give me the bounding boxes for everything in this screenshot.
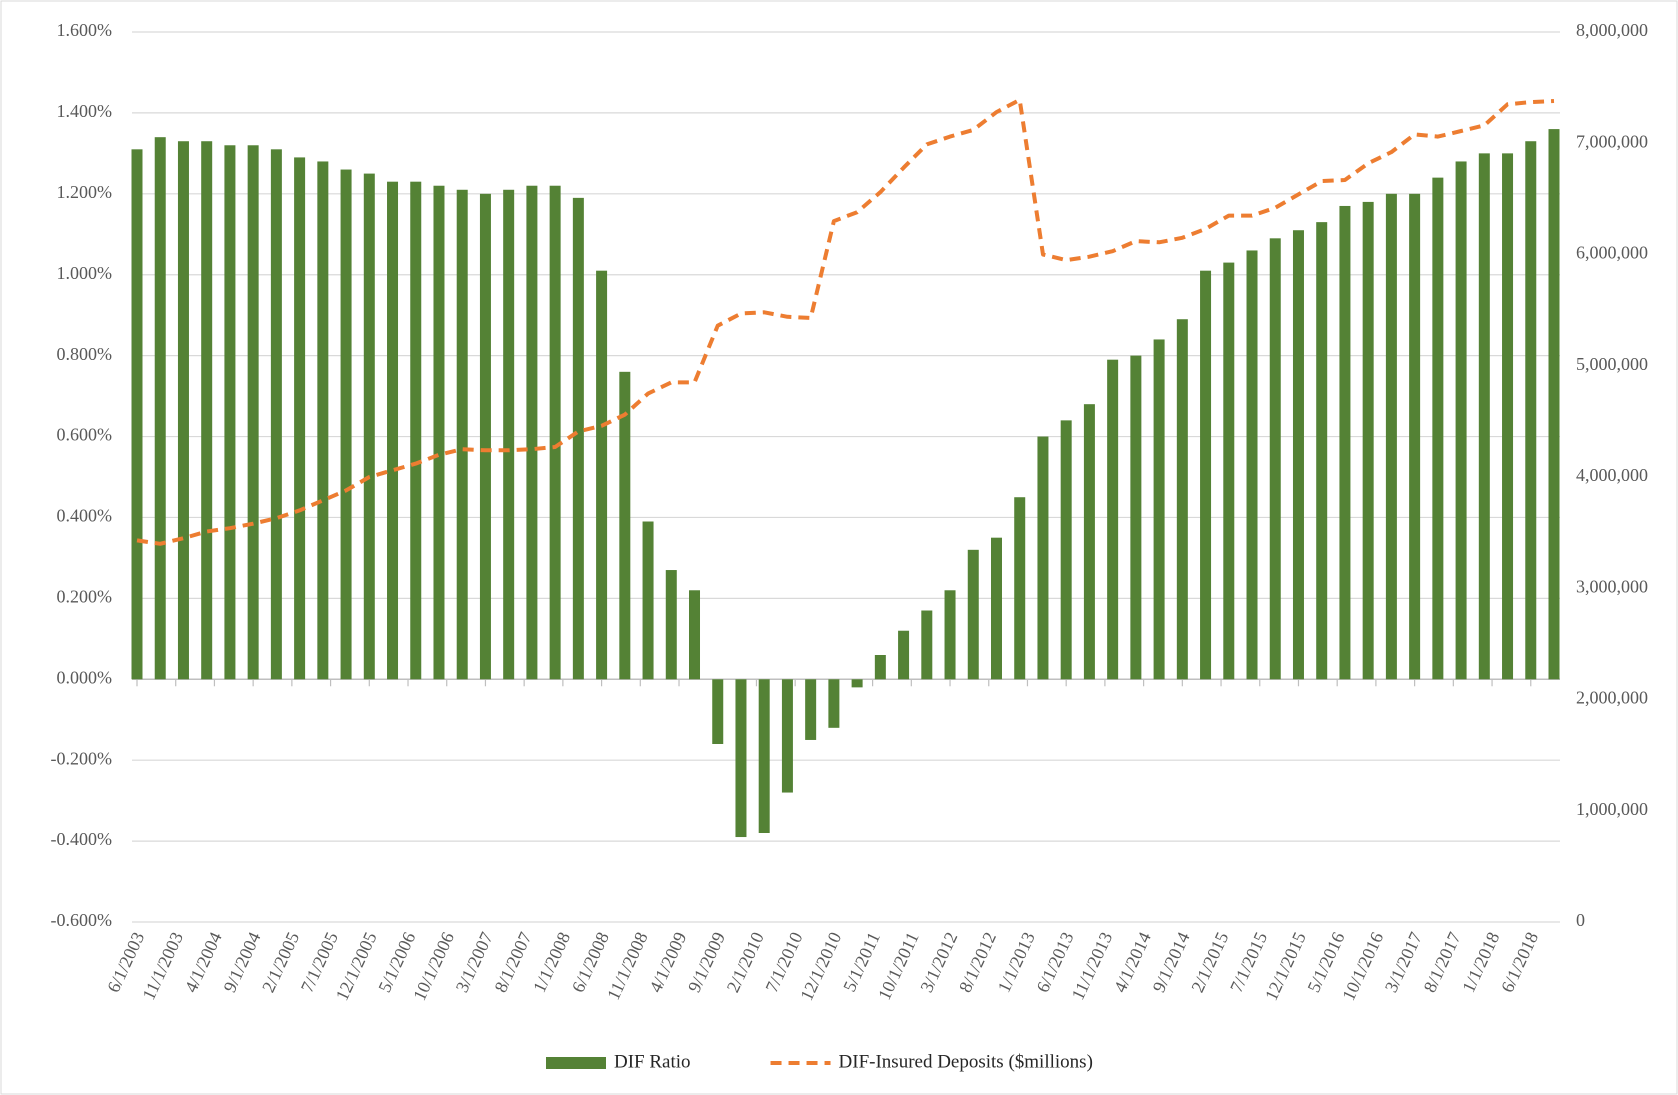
bar [1083,404,1095,680]
bar [1107,359,1119,680]
y2-tick-label: 2,000,000 [1576,688,1648,708]
bar [1385,193,1397,680]
bar [1525,141,1537,680]
bar [758,679,770,833]
bar [340,169,352,680]
bar [479,193,491,680]
bar [1130,355,1142,680]
bar [1455,161,1467,680]
bar [270,149,282,680]
bar [526,185,538,680]
bar [1153,339,1165,680]
bar [224,145,236,680]
y2-tick-label: 1,000,000 [1576,799,1648,819]
legend-label: DIF-Insured Deposits ($millions) [839,1051,1093,1072]
bar [712,679,724,744]
bar [1292,230,1304,680]
legend-label: DIF Ratio [614,1051,691,1072]
y-tick-label: 0.000% [57,667,113,687]
y2-tick-label: 7,000,000 [1576,131,1648,151]
bar [1362,201,1374,680]
bar [596,270,608,680]
y2-tick-label: 4,000,000 [1576,465,1648,485]
bar [1037,436,1049,680]
bar [1502,153,1514,680]
bar [1269,238,1281,680]
bar [1432,177,1444,680]
bar [503,189,515,680]
bar [549,185,561,680]
bar [874,655,886,680]
bar [456,189,468,680]
y-tick-label: -0.400% [51,829,113,849]
bar [735,679,747,838]
bar [944,590,956,680]
bar [433,185,445,680]
bar [805,679,817,740]
bar [619,371,631,680]
y-tick-label: 1.000% [57,263,113,283]
bar [154,137,166,680]
y-tick-label: 1.200% [57,182,113,202]
bar [1339,205,1351,680]
bar [781,679,793,793]
bar [689,590,701,680]
y2-tick-label: 8,000,000 [1576,20,1648,40]
bar [1316,222,1328,680]
bar [1060,420,1072,680]
bar [665,570,677,680]
bar [572,197,584,680]
y-tick-label: 0.200% [57,586,113,606]
bar [642,521,654,680]
y-tick-label: 0.600% [57,425,113,445]
y2-tick-label: 3,000,000 [1576,576,1648,596]
bar [317,161,329,680]
legend-swatch [546,1057,606,1069]
y2-tick-label: 0 [1576,910,1585,930]
bar [1409,193,1421,680]
bar [828,679,840,728]
y2-tick-label: 5,000,000 [1576,354,1648,374]
bar [1176,319,1188,680]
bar [201,141,213,680]
bar [1200,270,1212,680]
y-tick-label: -0.200% [51,748,113,768]
bar [990,537,1002,680]
bar [1223,262,1235,680]
y-tick-label: 0.400% [57,506,113,526]
legend: DIF Ratio DIF-Insured Deposits ($millions… [546,1051,1093,1072]
y-tick-label: 0.800% [57,344,113,364]
y-tick-label: 1.600% [57,20,113,40]
bar [131,149,143,680]
bar [387,181,399,680]
y-tick-label: -0.600% [51,910,113,930]
bar [363,173,375,680]
bar [898,630,910,680]
bar [1548,129,1560,680]
bar [294,157,306,680]
bar [1478,153,1490,680]
bar [1014,497,1026,680]
bar [921,610,933,680]
bar [967,549,979,680]
bar [410,181,422,680]
bar [247,145,259,680]
bar [1246,250,1258,680]
y2-tick-label: 6,000,000 [1576,243,1648,263]
bar [851,679,863,688]
y-tick-label: 1.400% [57,101,113,121]
bar [177,141,189,680]
